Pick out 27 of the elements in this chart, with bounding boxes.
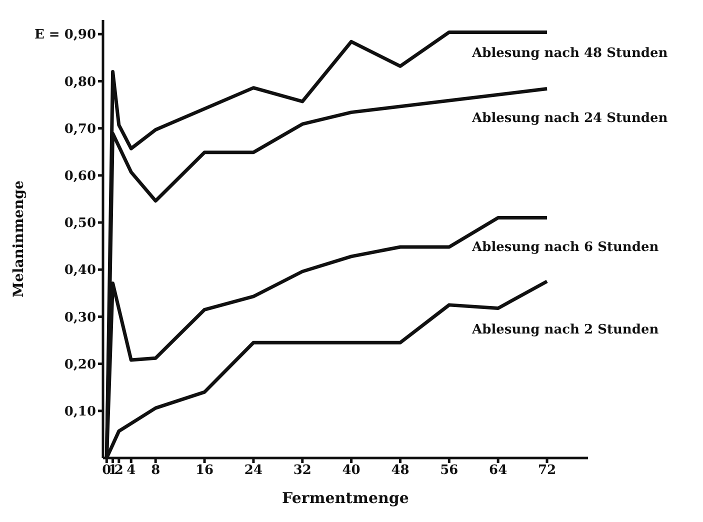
x-tick-label: 48: [391, 463, 410, 478]
x-tick-label: 40: [342, 463, 360, 478]
series-label: Ablesung nach 6 Stunden: [471, 240, 660, 255]
x-tick-label: 0: [102, 463, 112, 478]
y-axis-title: Melaninmenge: [10, 180, 27, 298]
x-tick-label: 64: [489, 463, 508, 478]
x-tick-label: 16: [195, 463, 214, 478]
x-tick-label: 24: [244, 463, 262, 478]
series-label: Ablesung nach 2 Stunden: [471, 322, 660, 338]
x-tick-label: 2: [114, 463, 124, 478]
y-tick-label: E = 0,90: [34, 28, 96, 43]
y-tick-label: 0,80: [64, 74, 96, 90]
x-tick-label: 72: [538, 463, 556, 478]
x-axis-title: Fermentmenge: [282, 489, 409, 507]
x-tick-label: 56: [440, 463, 458, 478]
y-tick-label: 0,10: [64, 404, 96, 420]
x-tick-label: 4: [126, 463, 136, 478]
series-label: Ablesung nach 24 Stunden: [471, 110, 668, 126]
y-tick-label: 0,30: [64, 310, 96, 326]
y-tick-label: 0,40: [64, 263, 96, 278]
x-tick-label: 8: [151, 463, 160, 478]
y-tick-label: 0,20: [64, 357, 96, 372]
x-tick-label: 32: [293, 463, 312, 478]
y-tick-label: 0,60: [64, 169, 96, 184]
y-tick-label: 0,70: [64, 122, 96, 137]
series-label: Ablesung nach 48 Stunden: [471, 46, 668, 62]
y-tick-label: 0,50: [64, 216, 96, 232]
